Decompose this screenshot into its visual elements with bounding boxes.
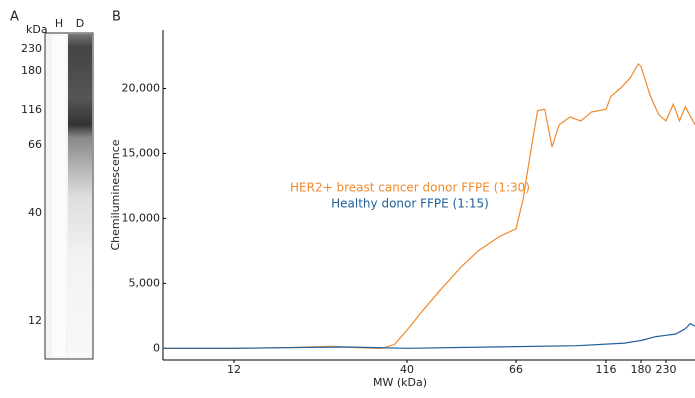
gel-marker-label: 12	[28, 314, 42, 327]
x-tick-label: 12	[227, 363, 241, 376]
y-tick-label: 5,000	[129, 276, 161, 289]
gel-marker-label: 40	[28, 206, 42, 219]
x-axis-label: MW (kDa)	[373, 376, 427, 389]
y-axis-label: Chemiluminescence	[109, 139, 122, 250]
figure: A B kDa H D 230 180 116 66 40 12 0 5,000 10,000 1…	[0, 0, 695, 398]
x-tick-label: 66	[509, 363, 523, 376]
line-series	[163, 324, 695, 349]
x-tick-label: 40	[400, 363, 414, 376]
lane-label: D	[76, 17, 84, 30]
y-tick-label: 10,000	[122, 211, 161, 224]
legend-label: HER2+ breast cancer donor FFPE (1:30)	[290, 181, 530, 195]
panel-label: A	[10, 10, 19, 25]
x-tick-label: 230	[656, 363, 677, 376]
panel-label: B	[112, 10, 121, 25]
gel-marker-label: 116	[21, 103, 42, 116]
gel-lane-h	[52, 34, 66, 358]
y-tick-label: 0	[153, 341, 160, 354]
y-tick-label: 20,000	[122, 81, 161, 94]
lane-label: H	[55, 17, 63, 30]
gel-marker-label: 180	[21, 64, 42, 77]
gel-marker-label: 66	[28, 138, 42, 151]
gel-unit: kDa	[26, 23, 48, 36]
gel-lane-d	[68, 34, 92, 358]
x-tick-label: 116	[596, 363, 617, 376]
legend-label: Healthy donor FFPE (1:15)	[331, 197, 489, 211]
x-tick-label: 180	[631, 363, 652, 376]
gel-marker-label: 230	[21, 42, 42, 55]
y-tick-label: 15,000	[122, 146, 161, 159]
